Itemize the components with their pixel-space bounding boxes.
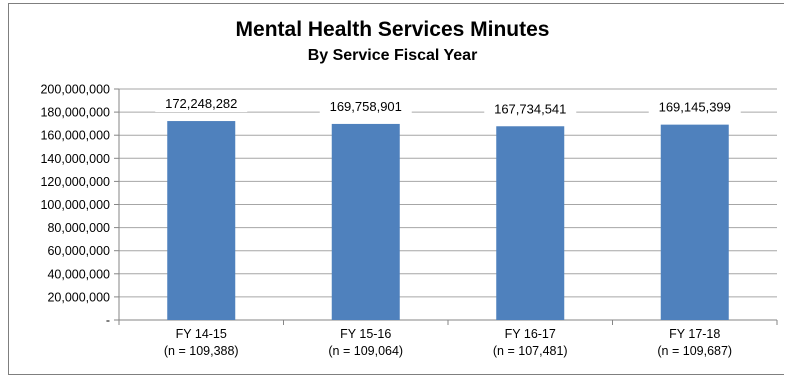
data-label: 169,145,399 (659, 100, 731, 115)
y-tick-label: 200,000,000 (40, 83, 110, 97)
data-label: 169,758,901 (330, 99, 402, 114)
y-tick-label: 20,000,000 (47, 290, 110, 304)
x-tick-label: (n = 109,388) (164, 344, 239, 358)
y-tick-label: 180,000,000 (40, 106, 110, 120)
chart-frame (8, 3, 784, 375)
chart-title: Mental Health Services Minutes (235, 18, 550, 41)
y-tick-label: 40,000,000 (47, 267, 110, 281)
chart-subtitle: By Service Fiscal Year (307, 47, 478, 64)
y-tick-label: 120,000,000 (40, 175, 110, 189)
data-label-bg (319, 96, 412, 115)
x-tick-label: FY 15-16 (340, 327, 391, 341)
y-tick-label: - (106, 314, 110, 328)
y-tick-label: 100,000,000 (40, 198, 110, 212)
x-tick-label: FY 16-17 (505, 327, 556, 341)
x-tick-label: FY 17-18 (669, 327, 720, 341)
data-label: 167,734,541 (494, 101, 566, 116)
data-label-bg (155, 94, 248, 113)
x-tick-label: (n = 109,687) (657, 344, 732, 358)
y-tick-label: 80,000,000 (47, 221, 110, 235)
y-tick-label: 160,000,000 (40, 129, 110, 143)
x-tick-label: FY 14-15 (176, 327, 227, 341)
bar (496, 126, 565, 320)
x-tick-label: (n = 109,064) (328, 344, 403, 358)
bar (167, 121, 236, 320)
data-label: 172,248,282 (165, 96, 237, 111)
y-tick-label: 60,000,000 (47, 244, 110, 258)
bar (660, 124, 729, 321)
data-label-bg (484, 99, 577, 118)
bar (331, 123, 400, 320)
y-tick-label: 140,000,000 (40, 152, 110, 166)
x-tick-label: (n = 107,481) (493, 344, 568, 358)
data-label-bg (648, 97, 741, 116)
